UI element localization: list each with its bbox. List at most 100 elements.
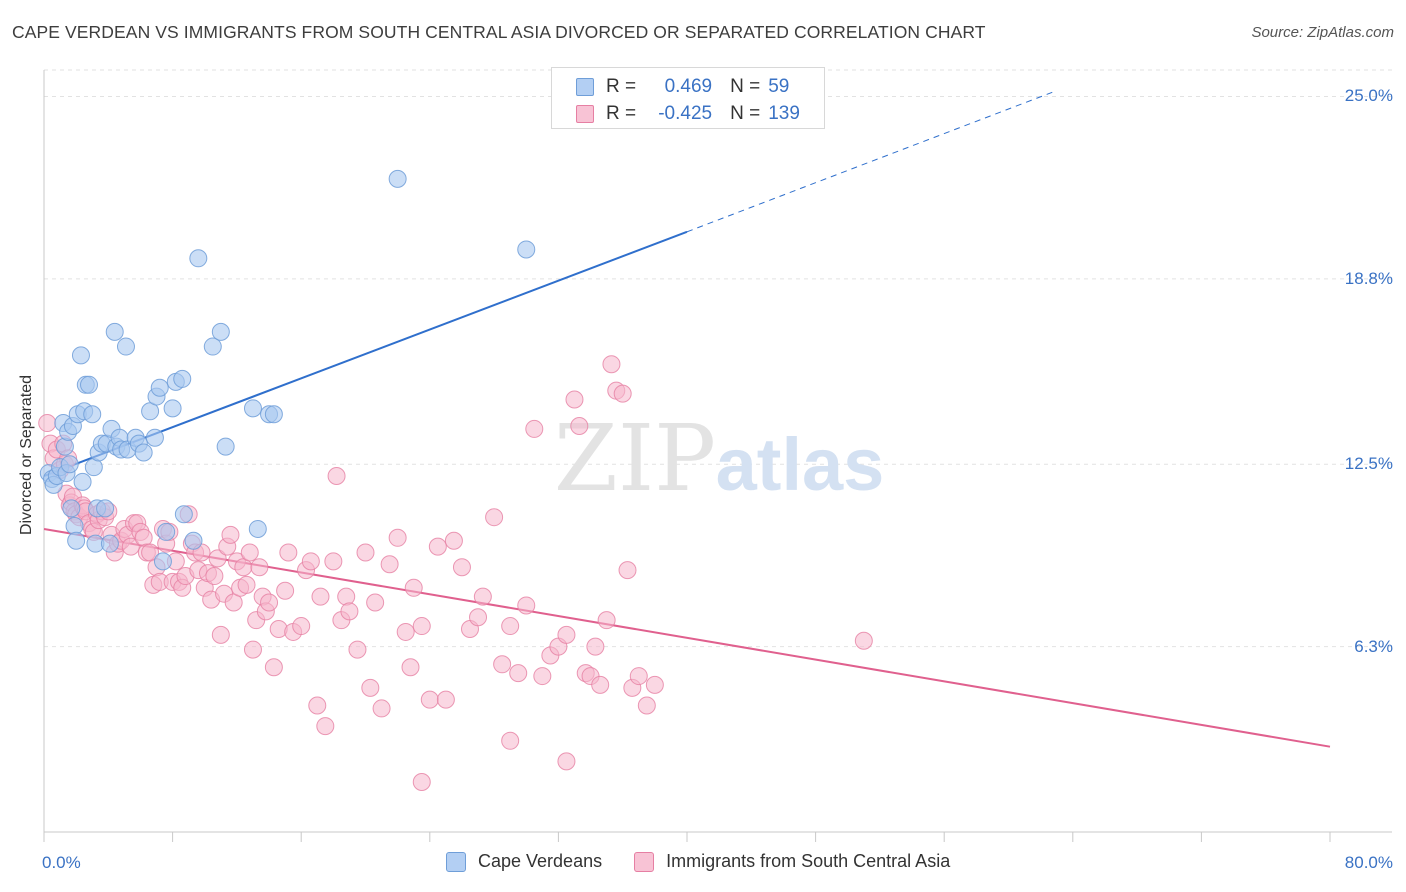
data-point-immigrants xyxy=(401,658,420,677)
legend-swatch-blue xyxy=(446,851,466,872)
legend-label: Immigrants from South Central Asia xyxy=(666,851,951,871)
data-point-immigrants xyxy=(205,567,224,586)
data-point-cape-verdeans xyxy=(145,428,164,447)
data-point-cape-verdeans xyxy=(163,399,182,418)
data-point-immigrants xyxy=(324,552,343,571)
data-point-immigrants xyxy=(452,558,471,577)
data-point-immigrants xyxy=(348,640,367,659)
data-point-immigrants xyxy=(361,678,380,697)
data-point-cape-verdeans xyxy=(203,337,222,356)
chart-title: CAPE VERDEAN VS IMMIGRANTS FROM SOUTH CE… xyxy=(12,22,986,42)
data-point-immigrants xyxy=(269,619,288,638)
data-point-cape-verdeans xyxy=(62,499,81,518)
data-point-immigrants xyxy=(221,525,240,544)
legend-r-label: R = xyxy=(606,103,637,124)
y-axis-label: Divorced or Separated xyxy=(18,374,35,536)
legend-swatch-pink xyxy=(576,105,594,123)
legend-n-label: N = xyxy=(730,103,761,124)
legend-r-label: R = xyxy=(606,76,637,97)
data-point-immigrants xyxy=(509,664,528,683)
data-point-cape-verdeans xyxy=(157,522,176,541)
legend-row-immigrants: R = -0.425 N = 139 xyxy=(576,101,800,127)
data-point-cape-verdeans xyxy=(96,499,115,518)
data-point-immigrants xyxy=(316,717,335,736)
data-point-immigrants xyxy=(597,611,616,630)
x-tick-label-min: 0.0% xyxy=(42,853,81,872)
data-point-cape-verdeans xyxy=(83,405,102,424)
data-point-cape-verdeans xyxy=(388,169,407,188)
data-point-cape-verdeans xyxy=(100,534,119,553)
y-tick-label: 6.3% xyxy=(1354,636,1393,656)
data-point-immigrants xyxy=(327,467,346,486)
data-point-immigrants xyxy=(586,637,605,656)
legend-n-value: 59 xyxy=(768,76,790,97)
legend-r-value: 0.469 xyxy=(664,76,713,97)
data-point-immigrants xyxy=(38,414,57,433)
legend-n-label: N = xyxy=(730,76,761,97)
data-point-immigrants xyxy=(412,772,431,791)
y-tick-label: 12.5% xyxy=(1344,454,1393,474)
data-point-immigrants xyxy=(337,587,356,606)
data-point-immigrants xyxy=(279,543,298,562)
data-point-immigrants xyxy=(243,640,262,659)
legend-item-cape-verdeans: Cape Verdeans xyxy=(446,851,602,872)
data-point-cape-verdeans xyxy=(105,322,124,341)
data-point-immigrants xyxy=(637,696,656,715)
data-point-immigrants xyxy=(854,631,873,650)
data-point-immigrants xyxy=(121,537,140,556)
data-point-immigrants xyxy=(533,667,552,686)
legend-r-value: -0.425 xyxy=(658,103,713,124)
data-point-immigrants xyxy=(629,667,648,686)
series-immigrants-south-central-asia xyxy=(38,355,873,791)
x-tick-label-max: 80.0% xyxy=(1344,853,1393,872)
chart-source: Source: ZipAtlas.com xyxy=(1251,24,1394,41)
data-point-cape-verdeans xyxy=(153,552,172,571)
series-cape-verdeans xyxy=(39,169,536,571)
data-point-cape-verdeans xyxy=(184,531,203,550)
data-point-immigrants xyxy=(428,537,447,556)
data-point-immigrants xyxy=(613,384,632,403)
y-tick-label: 18.8% xyxy=(1344,268,1393,288)
data-point-cape-verdeans xyxy=(134,443,153,462)
data-point-immigrants xyxy=(276,581,295,600)
data-point-immigrants xyxy=(591,675,610,694)
data-point-immigrants xyxy=(570,416,589,435)
data-point-cape-verdeans xyxy=(150,378,169,397)
data-point-immigrants xyxy=(372,699,391,718)
y-tick-label: 25.0% xyxy=(1344,86,1393,106)
data-point-cape-verdeans xyxy=(173,369,192,388)
legend-swatch-blue xyxy=(576,78,594,96)
data-point-immigrants xyxy=(557,625,576,644)
watermark-atlas: atlas xyxy=(716,423,885,506)
series-legend: Cape Verdeans Immigrants from South Cent… xyxy=(446,851,982,872)
data-point-cape-verdeans xyxy=(189,249,208,268)
data-point-cape-verdeans xyxy=(71,346,90,365)
data-point-immigrants xyxy=(525,419,544,438)
data-point-cape-verdeans xyxy=(211,322,230,341)
data-point-immigrants xyxy=(412,617,431,636)
data-point-cape-verdeans xyxy=(248,519,267,538)
data-point-immigrants xyxy=(356,543,375,562)
data-point-immigrants xyxy=(211,625,230,644)
data-point-immigrants xyxy=(420,690,439,709)
data-point-immigrants xyxy=(237,575,256,594)
correlation-legend: R = 0.469 N = 59 R = -0.425 N = 139 xyxy=(551,67,825,129)
data-point-cape-verdeans xyxy=(80,375,99,394)
data-point-immigrants xyxy=(485,508,504,527)
data-point-immigrants xyxy=(260,593,279,612)
data-point-immigrants xyxy=(250,558,269,577)
data-point-immigrants xyxy=(308,696,327,715)
data-point-cape-verdeans xyxy=(55,437,74,456)
data-point-cape-verdeans xyxy=(517,240,536,259)
data-point-immigrants xyxy=(301,552,320,571)
data-point-immigrants xyxy=(602,355,621,374)
legend-row-cape-verdeans: R = 0.469 N = 59 xyxy=(576,74,789,100)
data-point-immigrants xyxy=(501,617,520,636)
axes xyxy=(43,70,1392,842)
data-point-immigrants xyxy=(264,658,283,677)
data-point-cape-verdeans xyxy=(116,337,135,356)
legend-item-immigrants: Immigrants from South Central Asia xyxy=(634,851,950,872)
data-point-immigrants xyxy=(292,617,311,636)
data-point-immigrants xyxy=(380,555,399,574)
legend-n-value: 139 xyxy=(768,103,800,124)
